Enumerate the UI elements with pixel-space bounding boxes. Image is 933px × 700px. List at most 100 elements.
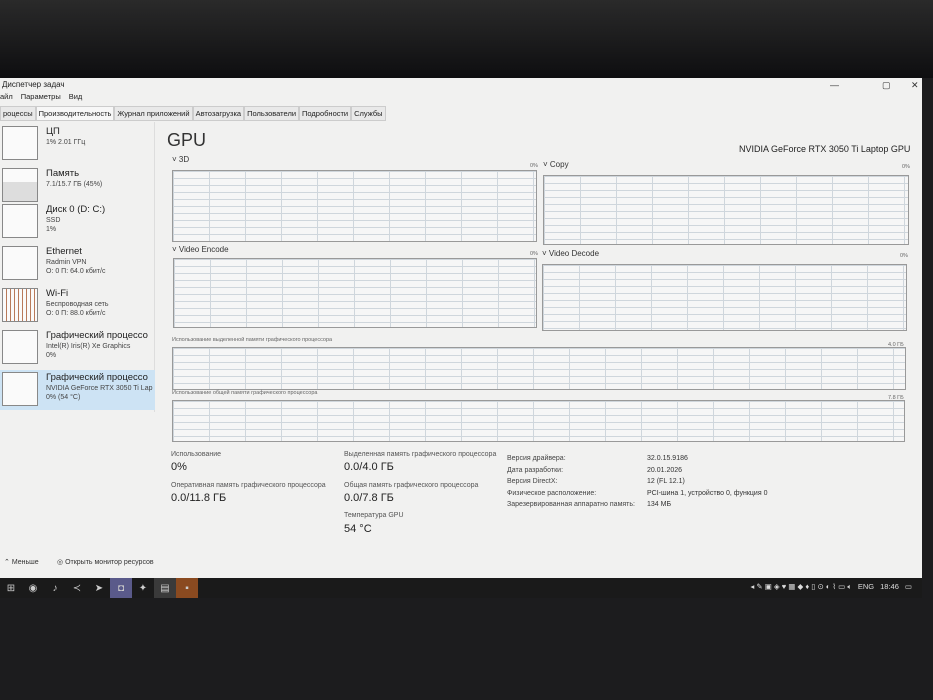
chart-encode: [173, 258, 537, 328]
tab-details[interactable]: Подробности: [299, 106, 352, 120]
detail-key: Зарезервированная аппаратно память:: [507, 501, 635, 508]
item-detail: 0% (54 °C): [46, 394, 81, 401]
chart-shared-memory: [172, 400, 905, 442]
item-detail: 0%: [46, 352, 57, 359]
dedicated-value: 0.0/4.0 ГБ: [344, 461, 394, 473]
resource-sidebar: ЦП 1% 2.01 ГГц Память 7.1/15.7 ГБ (45%) Ди…: [0, 122, 155, 412]
wifi-thumbnail: [2, 288, 38, 322]
start-icon[interactable]: ⊞: [6, 582, 16, 594]
shared-value: 0.0/7.8 ГБ: [344, 492, 394, 504]
tab-performance[interactable]: Производительность: [35, 106, 115, 120]
item-name: Диск 0 (D: C:): [46, 204, 106, 215]
gpu-ram-value: 0.0/11.8 ГБ: [171, 492, 227, 504]
chart-decode: [542, 264, 907, 331]
chart-shared-label: Использование общей памяти графического …: [172, 390, 318, 396]
tab-bar: роцессы Производительность Журнал прилож…: [0, 106, 386, 121]
tab-services[interactable]: Службы: [351, 106, 386, 120]
tab-users[interactable]: Пользователи: [244, 106, 300, 120]
detail-value: 20.01.2026: [647, 466, 683, 474]
sidebar-item-gpu1[interactable]: Графический процессо NVIDIA GeForce RTX 3…: [0, 370, 155, 410]
temp-label: Температура GPU: [344, 512, 404, 519]
window-title: Диспетчер задач: [2, 80, 65, 89]
chart-encode-max: 0%: [530, 251, 538, 257]
notifications-icon[interactable]: ▭: [904, 582, 912, 591]
chart-encode-label[interactable]: ˅ Video Encode: [172, 245, 229, 254]
app-icon[interactable]: ♪: [52, 582, 58, 594]
close-button[interactable]: ✕: [911, 80, 919, 90]
gpu1-thumbnail: [2, 372, 38, 406]
terminal-icon[interactable]: ▪: [176, 578, 198, 598]
usage-value: 0%: [171, 461, 187, 473]
menu-bar: айл Параметры Вид: [0, 92, 82, 101]
vscode-icon[interactable]: ≺: [72, 582, 82, 594]
page-title: GPU: [167, 130, 207, 150]
tab-processes[interactable]: роцессы: [0, 106, 36, 120]
sidebar-item-memory[interactable]: Память 7.1/15.7 ГБ (45%): [0, 166, 155, 206]
taskbar: ⊞ ◉ ♪ ≺ ➤ ◘ ✦ ▤ ▪ ◂ ✎ ▣ ◈ ♥ ▦ ◆ ♦ ▯ ⊙ ◐ …: [0, 578, 922, 598]
item-detail: NVIDIA GeForce RTX 3050 Ti Lap: [46, 385, 153, 392]
disk-thumbnail: [2, 204, 38, 238]
details-table: Версия драйвера: Дата разработки: Версия…: [507, 453, 635, 511]
chart-shared-max: 7.8 ГБ: [888, 395, 904, 401]
open-resource-monitor-link[interactable]: ◎ Открыть монитор ресурсов: [57, 559, 154, 566]
item-detail: Radmin VPN: [46, 259, 87, 266]
chart-3d-max: 0%: [530, 163, 538, 169]
tray-icons[interactable]: ◂ ✎ ▣ ◈ ♥ ▦ ◆ ♦ ▯ ⊙ ◐ ⌇ ▭ 🔈︎: [750, 582, 852, 591]
item-detail: Intel(R) Iris(R) Xe Graphics: [46, 343, 131, 350]
detail-key: Физическое расположение:: [507, 489, 597, 497]
dedicated-label: Выделенная память графического процессор…: [344, 451, 497, 458]
language-indicator[interactable]: ENG: [857, 582, 875, 591]
chart-dedicated-max: 4.0 ГБ: [888, 342, 904, 348]
gpu-ram-label: Оперативная память графического процессо…: [171, 482, 326, 489]
details-values: 32.0.15.9186 20.01.2026 12 (FL 12.1) PCI…: [647, 453, 767, 511]
tab-app-history[interactable]: Журнал приложений: [114, 106, 193, 120]
screen-bezel: [0, 0, 933, 78]
item-name: Ethernet: [46, 246, 82, 257]
steam-icon[interactable]: ➤: [94, 582, 104, 594]
chart-decode-max: 0%: [900, 253, 908, 259]
sidebar-item-gpu0[interactable]: Графический процессо Intel(R) Iris(R) Xe …: [0, 328, 155, 368]
sidebar-item-disk[interactable]: Диск 0 (D: C:) SSD 1%: [0, 202, 155, 242]
sidebar-item-ethernet[interactable]: Ethernet Radmin VPN О: 0 П: 64.0 кбит/с: [0, 244, 155, 284]
item-detail: SSD: [46, 217, 61, 224]
item-detail: О: 0 П: 64.0 кбит/с: [46, 268, 106, 275]
menu-file[interactable]: айл: [0, 92, 13, 101]
discord-icon[interactable]: ◘: [110, 578, 132, 598]
sidebar-item-wifi[interactable]: Wi-Fi Беспроводная сеть О: 0 П: 88.0 кбит/…: [0, 286, 155, 326]
item-detail: Беспроводная сеть: [46, 301, 109, 308]
detail-value: 12 (FL 12.1): [647, 478, 685, 485]
usage-label: Использование: [171, 451, 222, 458]
menu-options[interactable]: Параметры: [20, 92, 61, 101]
detail-value: 32.0.15.9186: [647, 455, 688, 462]
item-name: Графический процессо: [46, 372, 148, 383]
system-tray: ◂ ✎ ▣ ◈ ♥ ▦ ◆ ♦ ▯ ⊙ ◐ ⌇ ▭ 🔈︎ ENG 18:46 ▭: [751, 582, 912, 592]
app-icon[interactable]: ✦: [138, 582, 148, 594]
detail-key: Дата разработки:: [507, 466, 564, 474]
clock[interactable]: 18:46: [880, 582, 899, 591]
sidebar-item-cpu[interactable]: ЦП 1% 2.01 ГГц: [0, 124, 155, 164]
chart-3d-label[interactable]: ˅ 3D: [172, 155, 190, 164]
menu-view[interactable]: Вид: [68, 92, 83, 101]
chart-decode-label[interactable]: ˅ Video Decode: [542, 249, 600, 258]
ethernet-thumbnail: [2, 246, 38, 280]
chrome-icon[interactable]: ◉: [28, 582, 38, 594]
fewer-details-button[interactable]: ⌃ Меньше: [4, 559, 39, 566]
chart-copy-label[interactable]: ˅ Copy: [543, 160, 569, 169]
maximize-button[interactable]: ▢: [882, 80, 891, 90]
tab-startup[interactable]: Автозагрузка: [192, 106, 245, 120]
temp-value: 54 °C: [344, 523, 372, 535]
item-name: ЦП: [46, 126, 60, 137]
detail-value: PCI-шина 1, устройство 0, функция 0: [647, 489, 768, 497]
detail-key: Версия драйвера:: [507, 455, 566, 462]
task-manager-icon[interactable]: ▤: [154, 578, 176, 598]
cpu-thumbnail: [2, 126, 38, 160]
chart-dedicated-memory: [172, 347, 906, 390]
item-detail: 7.1/15.7 ГБ (45%): [46, 181, 103, 188]
shared-label: Общая память графического процессора: [344, 482, 479, 489]
chart-dedicated-label: Использование выделенной памяти графичес…: [172, 337, 333, 343]
item-name: Память: [46, 168, 80, 179]
detail-value: 134 МБ: [647, 501, 672, 508]
detail-key: Версия DirectX:: [507, 478, 558, 485]
resource-monitor-icon: ◎: [57, 559, 64, 566]
minimize-button[interactable]: —: [830, 80, 839, 90]
